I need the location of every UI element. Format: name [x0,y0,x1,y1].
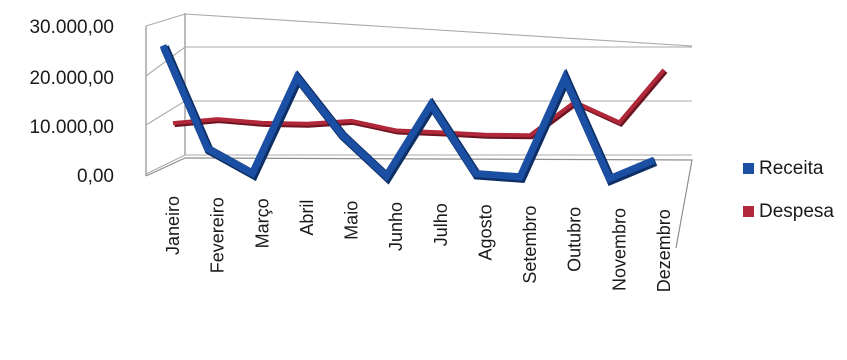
x-tick-label: Abril [297,200,317,236]
x-tick-label: Julho [431,203,451,246]
series-receita [159,44,658,187]
y-tick-label: 20.000,00 [29,68,114,89]
x-tick-label: Janeiro [163,196,183,255]
y-tick-label: 10.000,00 [29,117,114,138]
x-tick-label: Setembro [520,206,540,284]
x-tick-label: Agosto [476,204,496,260]
legend-swatch [743,163,754,174]
legend-label: Receita [759,158,824,179]
chart-series [159,44,668,187]
gridline [145,46,692,77]
legend-swatch [743,206,754,217]
x-tick-label: Março [252,198,272,248]
chart-legend: Receita Despesa [743,158,834,222]
gridline [145,13,693,47]
x-tick-label: Maio [342,201,362,240]
x-axis-ticks: Janeiro Fevereiro Março Abril Maio Junho Julho… [163,196,674,292]
y-axis-ticks: 0,00 10.000,00 20.000,00 30.000,00 [29,17,114,187]
gridline [145,154,692,175]
series-line [159,44,656,184]
x-tick-label: Junho [386,202,406,251]
legend-label: Despesa [759,201,834,222]
x-tick-label: Outubro [565,207,585,272]
legend-item-receita: Receita [743,158,824,179]
y-tick-label: 0,00 [77,166,114,187]
x-tick-label: Dezembro [654,209,674,292]
chart-grid [145,13,693,249]
x-tick-label: Novembro [609,208,629,291]
y-tick-label: 30.000,00 [29,17,114,38]
legend-item-despesa: Despesa [743,201,834,222]
x-tick-label: Fevereiro [208,197,228,273]
chart-floor [145,157,693,249]
